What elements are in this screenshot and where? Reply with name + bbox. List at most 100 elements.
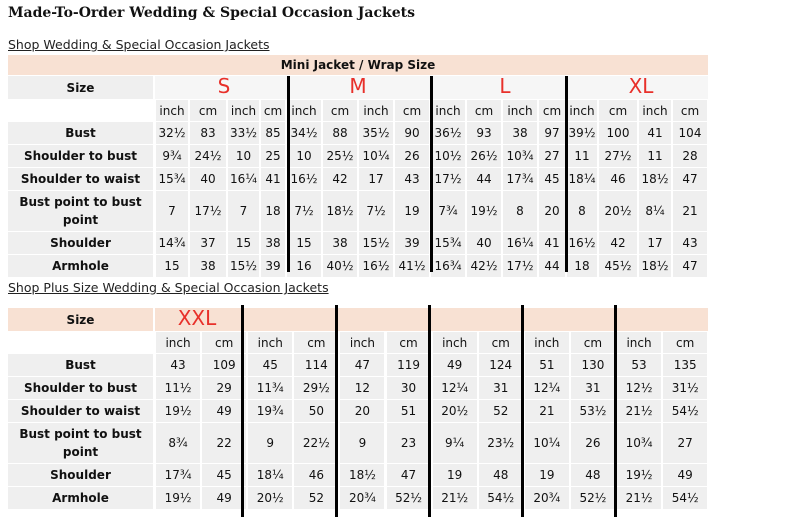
row-header: Size bbox=[8, 308, 153, 331]
measurement: 26 bbox=[570, 423, 615, 463]
measurement: 18 bbox=[567, 255, 597, 277]
measurement: 124 bbox=[478, 354, 523, 376]
measurement: 18½ bbox=[340, 464, 385, 486]
measurement: 11¾ bbox=[248, 377, 293, 399]
measurement: 54½ bbox=[478, 487, 523, 509]
divider bbox=[430, 76, 433, 272]
measurement: 90 bbox=[395, 122, 429, 144]
measurement: 24½ bbox=[190, 145, 226, 167]
measurement: 20¾ bbox=[524, 487, 569, 509]
measurement: 14¾ bbox=[156, 232, 188, 254]
measurement: 93 bbox=[467, 122, 501, 144]
row-label: Shoulder to waist bbox=[8, 168, 153, 190]
unit-header: inch bbox=[567, 100, 597, 121]
measurement: 16 bbox=[287, 255, 321, 277]
measurement: 17¾ bbox=[156, 464, 201, 486]
size-label: L bbox=[499, 74, 511, 98]
divider bbox=[241, 305, 244, 517]
measurement: 45 bbox=[539, 168, 565, 190]
unit-header: inch bbox=[432, 332, 477, 353]
measurement: 27 bbox=[539, 145, 565, 167]
measurement: 10½ bbox=[431, 145, 465, 167]
measurement: 10 bbox=[287, 145, 321, 167]
divider bbox=[287, 76, 290, 272]
unit-header: inch bbox=[156, 100, 188, 121]
measurement: 12½ bbox=[617, 377, 662, 399]
unit-header: cm bbox=[190, 100, 226, 121]
blank-cell bbox=[8, 332, 153, 353]
measurement: 26½ bbox=[467, 145, 501, 167]
table-caption: Mini Jacket / Wrap Size bbox=[8, 55, 708, 75]
measurement: 10¼ bbox=[524, 423, 569, 463]
measurement: 41 bbox=[539, 232, 565, 254]
size-label: XL bbox=[628, 74, 654, 98]
measurement: 47 bbox=[340, 354, 385, 376]
measurement: 83 bbox=[190, 122, 226, 144]
measurement: 47 bbox=[386, 464, 431, 486]
unit-header: inch bbox=[524, 332, 569, 353]
measurement: 39½ bbox=[567, 122, 597, 144]
measurement: 135 bbox=[663, 354, 708, 376]
measurement: 20½ bbox=[248, 487, 293, 509]
row-label: Shoulder bbox=[8, 232, 153, 254]
measurement: 10¾ bbox=[617, 423, 662, 463]
measurement: 22½ bbox=[294, 423, 339, 463]
measurement: 18½ bbox=[639, 255, 671, 277]
measurement: 36½ bbox=[431, 122, 465, 144]
measurement: 41½ bbox=[395, 255, 429, 277]
measurement: 54½ bbox=[663, 487, 708, 509]
measurement: 15½ bbox=[228, 255, 259, 277]
divider bbox=[335, 305, 338, 517]
measurement: 48 bbox=[478, 464, 523, 486]
measurement: 38 bbox=[323, 232, 357, 254]
measurement: 43 bbox=[156, 354, 201, 376]
measurement: 130 bbox=[570, 354, 615, 376]
measurement: 32½ bbox=[156, 122, 188, 144]
measurement: 88 bbox=[323, 122, 357, 144]
measurement: 41 bbox=[639, 122, 671, 144]
measurement: 16¼ bbox=[228, 168, 259, 190]
unit-header: inch bbox=[639, 100, 671, 121]
row-label: Armhole bbox=[8, 487, 153, 509]
measurement: 20 bbox=[340, 400, 385, 422]
measurement: 16½ bbox=[287, 168, 321, 190]
measurement: 11½ bbox=[156, 377, 201, 399]
measurement: 47 bbox=[673, 168, 707, 190]
measurement: 54½ bbox=[663, 400, 708, 422]
measurement: 52½ bbox=[570, 487, 615, 509]
measurement: 25½ bbox=[323, 145, 357, 167]
measurement: 41 bbox=[261, 168, 285, 190]
shop-link[interactable]: Shop Plus Size Wedding & Special Occasio… bbox=[8, 280, 329, 295]
measurement: 16½ bbox=[359, 255, 393, 277]
size-label: S bbox=[217, 74, 231, 98]
measurement: 51 bbox=[524, 354, 569, 376]
row-label: Shoulder bbox=[8, 464, 153, 486]
divider bbox=[428, 305, 431, 517]
divider bbox=[565, 76, 568, 272]
size-label: XXL bbox=[177, 306, 217, 330]
measurement: 16¾ bbox=[431, 255, 465, 277]
row-header: Size bbox=[8, 76, 153, 99]
measurement: 19½ bbox=[156, 487, 201, 509]
measurement: 22 bbox=[202, 423, 247, 463]
measurement: 9 bbox=[248, 423, 293, 463]
measurement: 7½ bbox=[287, 191, 321, 231]
row-label: Bust point to bust point bbox=[8, 423, 153, 463]
unit-header: inch bbox=[359, 100, 393, 121]
measurement: 7 bbox=[228, 191, 259, 231]
measurement: 15¾ bbox=[156, 168, 188, 190]
unit-header: cm bbox=[478, 332, 523, 353]
measurement: 34½ bbox=[287, 122, 321, 144]
unit-header: inch bbox=[287, 100, 321, 121]
unit-header: cm bbox=[467, 100, 501, 121]
shop-link[interactable]: Shop Wedding & Special Occasion Jackets bbox=[8, 37, 270, 52]
measurement: 16¼ bbox=[503, 232, 537, 254]
measurement: 12¼ bbox=[432, 377, 477, 399]
measurement: 15 bbox=[287, 232, 321, 254]
measurement: 42 bbox=[323, 168, 357, 190]
unit-header: cm bbox=[202, 332, 247, 353]
row-label: Bust bbox=[8, 122, 153, 144]
measurement: 28 bbox=[673, 145, 707, 167]
measurement: 8¾ bbox=[156, 423, 201, 463]
measurement: 23½ bbox=[478, 423, 523, 463]
